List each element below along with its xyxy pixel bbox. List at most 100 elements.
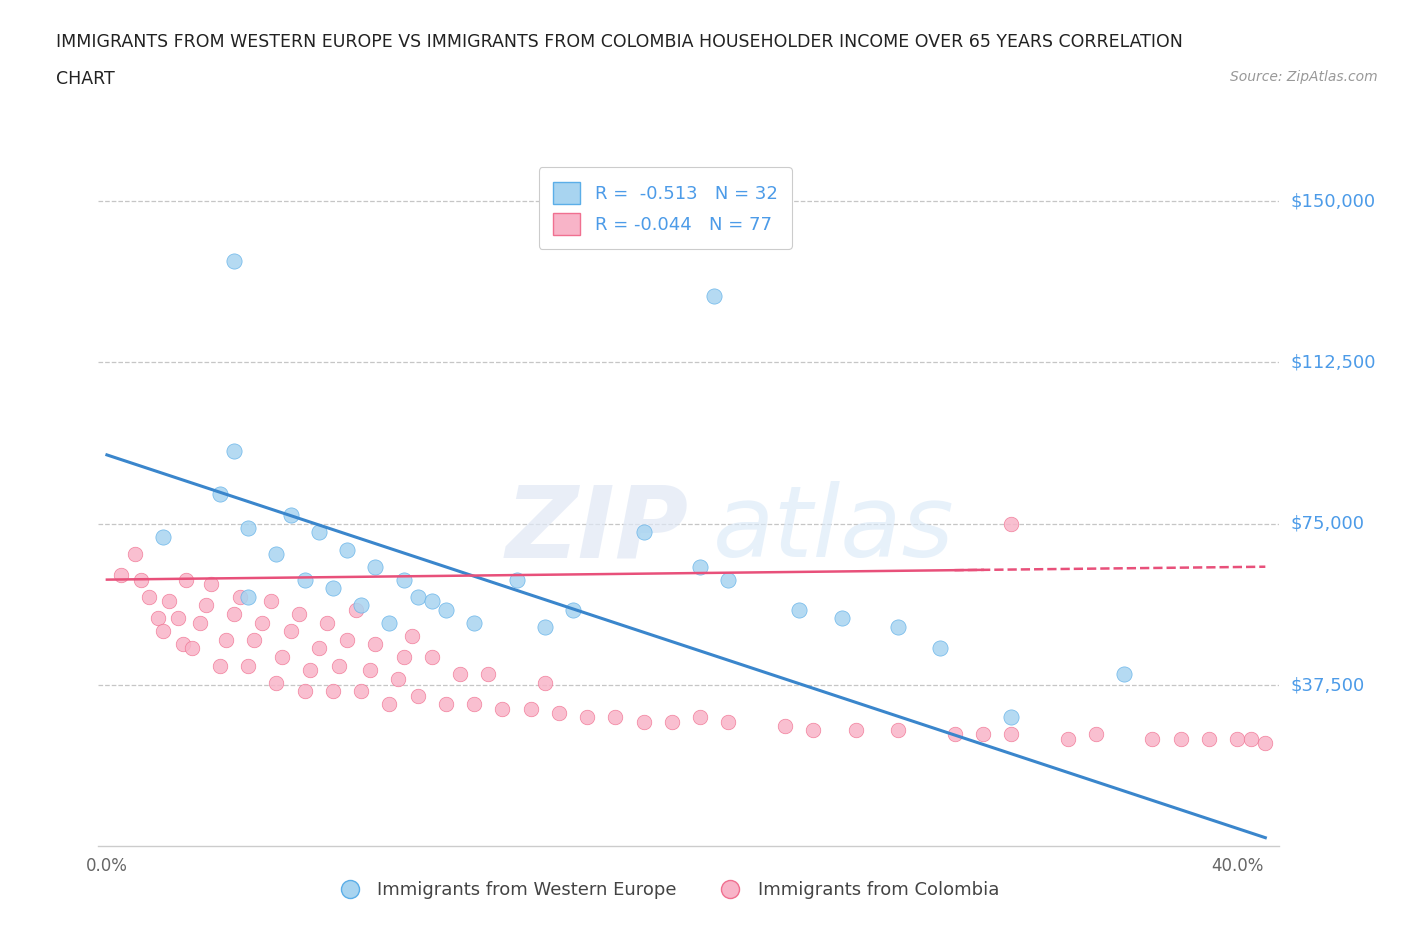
Point: [238, 590, 260, 604]
Point: [562, 603, 585, 618]
Point: [266, 675, 288, 690]
Text: $112,500: $112,500: [1291, 353, 1376, 371]
Point: [406, 590, 429, 604]
Point: [336, 632, 359, 647]
Point: [434, 697, 457, 711]
Point: [299, 662, 322, 677]
Point: [420, 593, 443, 608]
Point: [943, 727, 966, 742]
Point: [228, 590, 250, 604]
Text: IMMIGRANTS FROM WESTERN EUROPE VS IMMIGRANTS FROM COLOMBIA HOUSEHOLDER INCOME OV: IMMIGRANTS FROM WESTERN EUROPE VS IMMIGR…: [56, 33, 1182, 50]
Point: [194, 598, 217, 613]
Point: [1084, 727, 1107, 742]
Point: [392, 572, 415, 587]
Point: [689, 710, 711, 724]
Point: [633, 525, 655, 539]
Point: [519, 701, 541, 716]
Point: [364, 637, 387, 652]
Text: CHART: CHART: [56, 70, 115, 87]
Point: [260, 593, 283, 608]
Point: [350, 684, 373, 699]
Point: [787, 603, 810, 618]
Point: [180, 641, 202, 656]
Point: [1198, 731, 1220, 746]
Point: [214, 632, 236, 647]
Point: [1226, 731, 1249, 746]
Point: [1240, 731, 1263, 746]
Point: [238, 658, 260, 673]
Point: [308, 525, 330, 539]
Point: [534, 619, 557, 634]
Text: $75,000: $75,000: [1291, 514, 1365, 533]
Point: [463, 616, 485, 631]
Point: [717, 572, 740, 587]
Point: [845, 723, 868, 737]
Point: [801, 723, 824, 737]
Point: [266, 547, 288, 562]
Point: [110, 568, 132, 583]
Point: [929, 641, 952, 656]
Point: [294, 572, 316, 587]
Point: [322, 684, 344, 699]
Point: [1000, 710, 1022, 724]
Point: [449, 667, 471, 682]
Point: [166, 611, 188, 626]
Point: [1000, 516, 1022, 531]
Point: [972, 727, 994, 742]
Point: [703, 288, 725, 303]
Point: [378, 616, 401, 631]
Text: ZIP: ZIP: [506, 481, 689, 578]
Point: [434, 603, 457, 618]
Point: [773, 718, 796, 733]
Point: [243, 632, 266, 647]
Point: [316, 616, 339, 631]
Point: [172, 637, 194, 652]
Point: [831, 611, 853, 626]
Point: [1254, 736, 1277, 751]
Point: [288, 606, 311, 621]
Point: [208, 486, 231, 501]
Point: [174, 572, 197, 587]
Point: [491, 701, 513, 716]
Point: [717, 714, 740, 729]
Point: [401, 628, 423, 643]
Point: [505, 572, 527, 587]
Point: [548, 706, 571, 721]
Text: atlas: atlas: [713, 481, 955, 578]
Point: [252, 616, 274, 631]
Text: $150,000: $150,000: [1291, 193, 1375, 210]
Point: [378, 697, 401, 711]
Point: [887, 619, 910, 634]
Point: [294, 684, 316, 699]
Point: [222, 606, 245, 621]
Point: [222, 254, 245, 269]
Point: [633, 714, 655, 729]
Point: [406, 688, 429, 703]
Point: [350, 598, 373, 613]
Point: [534, 675, 557, 690]
Point: [280, 624, 302, 639]
Point: [689, 559, 711, 574]
Text: $37,500: $37,500: [1291, 676, 1365, 694]
Point: [661, 714, 683, 729]
Point: [129, 572, 152, 587]
Point: [1000, 727, 1022, 742]
Point: [1112, 667, 1135, 682]
Point: [328, 658, 350, 673]
Point: [188, 616, 211, 631]
Point: [271, 649, 294, 664]
Point: [280, 508, 302, 523]
Point: [152, 624, 174, 639]
Point: [1170, 731, 1192, 746]
Point: [364, 559, 387, 574]
Point: [463, 697, 485, 711]
Point: [308, 641, 330, 656]
Point: [1142, 731, 1164, 746]
Point: [420, 649, 443, 664]
Point: [208, 658, 231, 673]
Point: [477, 667, 499, 682]
Point: [387, 671, 409, 686]
Point: [238, 521, 260, 536]
Point: [222, 444, 245, 458]
Point: [157, 593, 180, 608]
